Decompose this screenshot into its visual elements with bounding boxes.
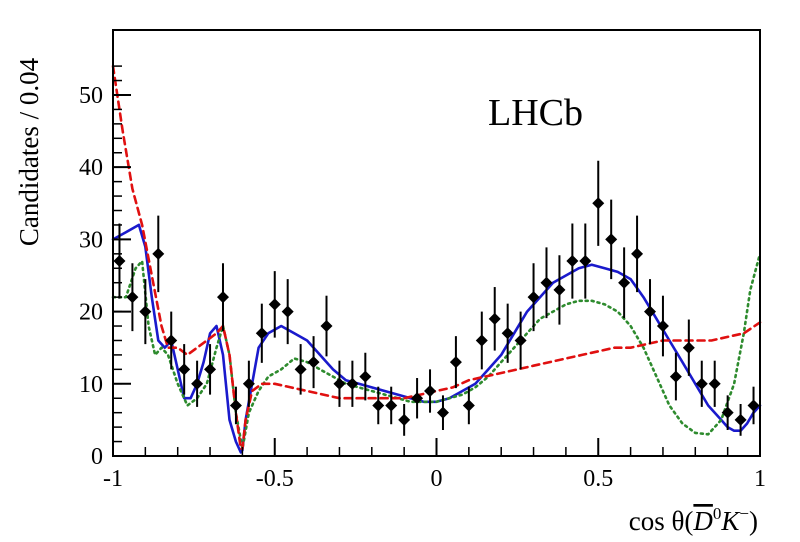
data-point-marker (553, 283, 566, 296)
x-axis-title-dbar: D (692, 506, 713, 536)
data-point-marker (346, 377, 359, 390)
y-axis-title: Candidates / 0.04 (14, 57, 44, 246)
data-points (113, 160, 760, 436)
x-axis-title-suffix: ) (749, 506, 758, 536)
data-point-marker (605, 233, 618, 246)
data-point-marker (204, 363, 217, 376)
data-point-marker (294, 363, 307, 376)
data-point-marker (216, 291, 229, 304)
data-point-marker (475, 334, 488, 347)
y-tick-label: 30 (79, 227, 103, 253)
x-axis-title-prefix: cos θ( (629, 506, 694, 536)
y-tick-label: 50 (79, 83, 103, 109)
y-tick-label: 40 (79, 155, 103, 181)
data-point-marker (126, 291, 139, 304)
data-point-marker (178, 363, 191, 376)
data-point-marker (527, 291, 540, 304)
data-point-marker (424, 385, 437, 398)
data-point-marker (398, 413, 411, 426)
data-point-marker (281, 305, 294, 318)
data-point-marker (307, 356, 320, 369)
data-point-marker (359, 370, 372, 383)
data-point-marker (721, 406, 734, 419)
x-axis-title: cos θ(D0K−) (629, 504, 758, 536)
data-point-marker (708, 377, 721, 390)
data-point-marker (501, 327, 514, 340)
data-point-marker (462, 399, 475, 412)
data-point-marker (268, 298, 281, 311)
data-point-marker (152, 247, 165, 260)
data-point-marker (191, 377, 204, 390)
data-point-marker (540, 276, 553, 289)
data-point-marker (669, 370, 682, 383)
data-point-marker (579, 255, 592, 268)
data-point-marker (644, 305, 657, 318)
data-point-marker (385, 399, 398, 412)
data-point-marker (592, 197, 605, 210)
y-tick-label: 10 (79, 372, 103, 398)
data-point-marker (682, 341, 695, 354)
data-point-marker (449, 356, 462, 369)
data-point-marker (747, 399, 760, 412)
data-point-marker (656, 320, 669, 333)
data-point-marker (333, 377, 346, 390)
data-point-marker (229, 399, 242, 412)
data-point-marker (320, 320, 333, 333)
data-point-marker (514, 334, 527, 347)
data-point-marker (488, 312, 501, 325)
data-point-marker (411, 392, 424, 405)
x-tick-label: -1 (103, 466, 123, 492)
data-point-marker (734, 413, 747, 426)
data-point-marker (139, 305, 152, 318)
fit-dashed-curve (111, 64, 762, 451)
data-point-marker (566, 255, 579, 268)
x-tick-label: 0 (431, 466, 443, 492)
x-axis-title-charge: − (739, 504, 749, 523)
y-tick-label: 20 (79, 300, 103, 326)
x-tick-label: 1 (754, 466, 766, 492)
lhcb-label: LHCb (488, 92, 583, 134)
x-tick-label: 0.5 (583, 466, 613, 492)
data-point-marker (165, 334, 178, 347)
data-point-marker (695, 377, 708, 390)
y-tick-label: 0 (91, 444, 103, 470)
x-tick-label: -0.5 (256, 466, 294, 492)
data-point-marker (436, 406, 449, 419)
data-point-marker (618, 276, 631, 289)
data-point-marker (372, 399, 385, 412)
data-point-marker (242, 377, 255, 390)
data-point-marker (255, 327, 268, 340)
x-axis-title-superscript: 0 (713, 504, 722, 523)
data-point-marker (113, 255, 126, 268)
x-axis-title-kaon: K (720, 506, 741, 536)
data-point-marker (631, 247, 644, 260)
